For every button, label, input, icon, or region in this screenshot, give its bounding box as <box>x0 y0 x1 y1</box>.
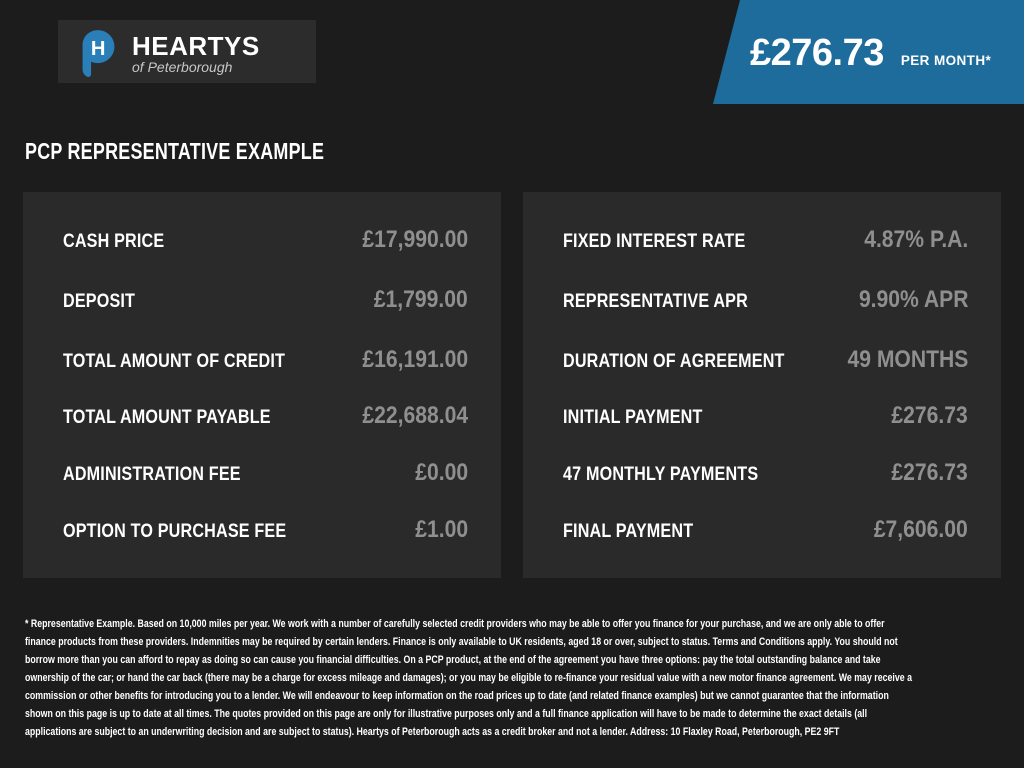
svg-text:H: H <box>91 38 106 60</box>
